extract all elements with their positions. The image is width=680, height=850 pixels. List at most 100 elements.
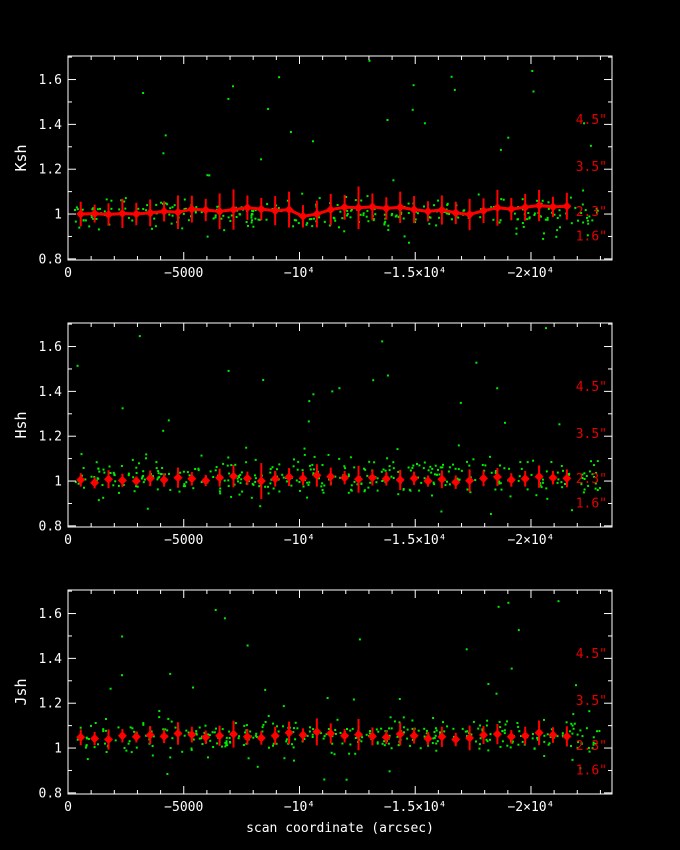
scatter-point [166,773,169,775]
scatter-point [598,730,601,732]
scatter-point [369,481,372,484]
scatter-point [428,216,431,219]
scatter-point [82,219,85,222]
scatter-point [105,198,108,201]
scatter-point [579,729,582,732]
scatter-point [474,479,477,481]
data-marker [145,730,155,740]
scatter-point [309,468,312,471]
scatter-point [593,475,596,478]
scatter-point [366,474,369,477]
scatter-point [251,219,253,222]
scatter-point [364,468,367,471]
scatter-point [197,467,200,470]
scatter-point [237,737,240,740]
scatter-point [133,730,136,733]
data-marker [367,202,377,212]
scatter-point [427,469,430,472]
scatter-point [118,208,121,211]
data-marker [145,208,155,218]
scatter-point [511,740,514,743]
scatter-point [387,224,390,227]
scatter-point [457,468,460,471]
scatter-point [135,466,138,469]
scatter-point [515,227,518,230]
scatter-point [98,470,101,473]
scatter-point [580,743,583,745]
scatter-point [414,218,417,221]
scatter-point [272,722,275,725]
scatter-point [308,730,311,733]
scatter-point [311,225,314,228]
scatter-point [327,453,330,456]
scatter-point [352,698,355,701]
scatter-point [349,729,352,732]
scatter-point [194,468,197,470]
scatter-point [547,743,550,746]
scatter-point [423,205,425,208]
scatter-point [363,490,366,493]
scatter-point [475,740,477,743]
scatter-point [348,752,351,755]
scatter-point [246,644,249,647]
scatter-point [226,464,229,467]
scatter-point [104,742,106,745]
scatter-point [239,473,242,476]
scatter-point [190,747,193,750]
scatter-point [347,491,350,494]
scatter-point [318,197,321,200]
scatter-point [302,485,305,488]
scatter-point [589,144,592,147]
scatter-point [525,218,528,221]
scatter-point [278,490,281,493]
data-marker [520,731,530,741]
scatter-point [412,464,415,467]
scatter-point [526,461,529,464]
data-marker [131,732,141,742]
data-marker [562,731,572,741]
scatter-point [101,484,104,486]
scatter-point [252,483,255,486]
scatter-point [336,204,339,206]
data-marker [284,728,294,738]
scatter-point [423,735,426,738]
scatter-point [498,480,501,483]
scatter-point [354,199,357,202]
scatter-point [485,724,488,727]
scatter-point [135,472,138,474]
scatter-point [230,214,233,217]
scatter-point [423,477,426,480]
scatter-point [160,201,163,204]
y-tick-label: 1 [54,208,62,223]
scatter-point [131,458,134,461]
scatter-point [138,462,140,465]
scatter-point [570,745,572,747]
scatter-point [297,460,300,463]
x-tick-label: 0 [64,533,72,548]
scatter-point [531,70,534,72]
scatter-point [117,484,120,487]
data-marker [381,732,391,742]
scatter-point [402,217,405,220]
scatter-point [350,489,353,492]
scatter-point [343,465,346,468]
scatter-point [384,220,387,223]
data-marker [492,729,502,739]
scatter-point [349,216,352,219]
scatter-point [539,482,542,485]
scatter-point [434,727,437,730]
scatter-point [285,740,288,743]
scatter-point [235,216,238,218]
scatter-point [402,726,405,729]
scatter-point [560,481,563,484]
scatter-point [95,217,98,220]
scatter-point [238,493,241,496]
scatter-point [380,470,383,473]
scatter-point [432,737,435,740]
scatter-point [232,85,234,88]
scatter-point [183,734,186,737]
data-marker [215,206,225,216]
scatter-point [225,742,228,744]
scatter-point [429,465,432,468]
y-tick-label: 1 [54,475,62,490]
